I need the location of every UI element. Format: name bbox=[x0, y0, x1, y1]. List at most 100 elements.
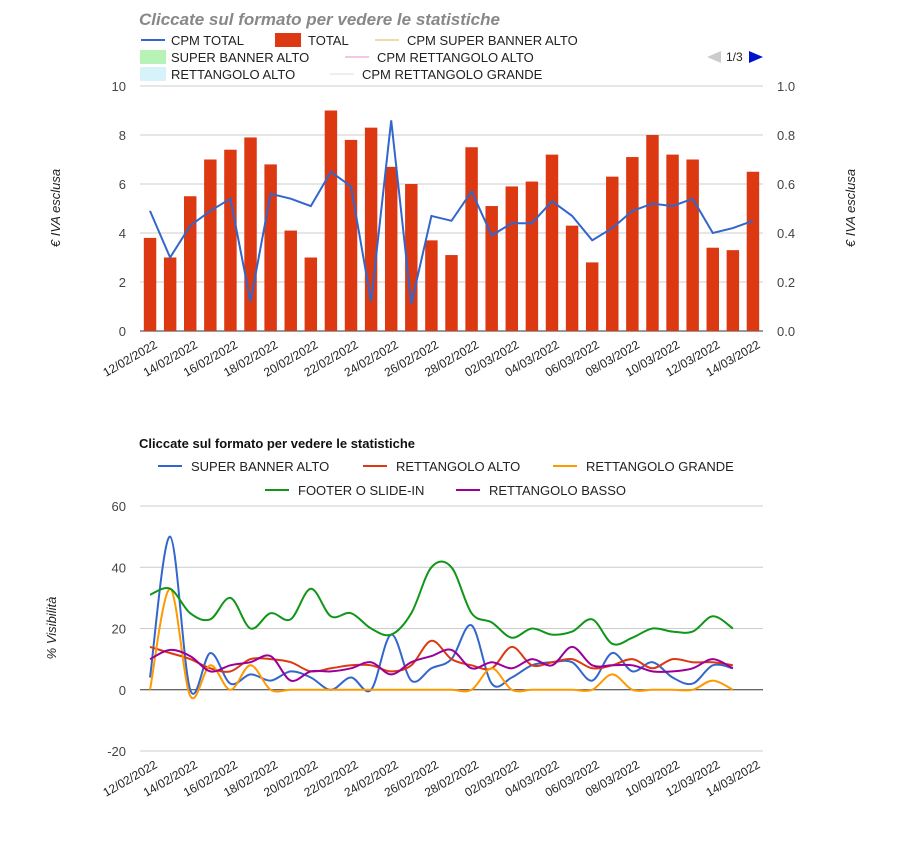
legend-item-rettangolo-alto[interactable]: RETTANGOLO ALTO bbox=[363, 459, 520, 474]
pager-next-icon[interactable] bbox=[749, 51, 763, 63]
legend-label: RETTANGOLO BASSO bbox=[489, 483, 626, 498]
bar-total[interactable] bbox=[264, 164, 277, 331]
bar-total[interactable] bbox=[646, 135, 659, 331]
chart2-title[interactable]: Cliccate sul formato per vedere le stati… bbox=[139, 436, 415, 451]
y-tick-label-left: 10 bbox=[112, 79, 126, 94]
chart2-series bbox=[149, 535, 734, 700]
chart1-title[interactable]: Cliccate sul formato per vedere le stati… bbox=[139, 10, 500, 29]
chart1-legend: CPM TOTAL TOTAL CPM SUPER BANNER ALTO SU… bbox=[140, 33, 763, 82]
chart1: Cliccate sul formato per vedere le stati… bbox=[48, 10, 858, 380]
chart2-legend: SUPER BANNER ALTO RETTANGOLO ALTO RETTAN… bbox=[158, 459, 734, 498]
y-tick-label-right: 0.0 bbox=[777, 324, 795, 339]
legend-label: CPM TOTAL bbox=[171, 33, 244, 48]
legend-label: FOOTER O SLIDE-IN bbox=[298, 483, 424, 498]
legend-item-rettangolo-alto[interactable]: RETTANGOLO ALTO bbox=[140, 67, 295, 82]
bar-total[interactable] bbox=[304, 257, 318, 332]
legend-item-cpm-rettangolo-grande[interactable]: CPM RETTANGOLO GRANDE bbox=[330, 67, 543, 82]
legend-label: CPM RETTANGOLO GRANDE bbox=[362, 67, 543, 82]
y-tick-label-right: 0.4 bbox=[777, 226, 795, 241]
chart1-y-axis-title-left: € IVA esclusa bbox=[48, 169, 63, 247]
bar-total[interactable] bbox=[686, 159, 699, 332]
bar-total[interactable] bbox=[485, 206, 498, 331]
y-tick-label-right: 0.6 bbox=[777, 177, 795, 192]
y-tick-label: 60 bbox=[112, 499, 126, 514]
y-tick-label: 20 bbox=[112, 622, 126, 637]
legend-item-super-banner-alto[interactable]: SUPER BANNER ALTO bbox=[158, 459, 329, 474]
legend-label: SUPER BANNER ALTO bbox=[171, 50, 309, 65]
pager-prev-icon[interactable] bbox=[707, 51, 721, 63]
chart2-gridlines bbox=[140, 505, 763, 752]
y-tick-label-left: 2 bbox=[119, 275, 126, 290]
legend-item-rettangolo-basso[interactable]: RETTANGOLO BASSO bbox=[456, 483, 626, 498]
legend-item-total[interactable]: TOTAL bbox=[275, 33, 349, 48]
bar-total[interactable] bbox=[565, 225, 579, 331]
legend-item-footer-o-slide-in[interactable]: FOOTER O SLIDE-IN bbox=[265, 483, 424, 498]
series-line-rettangolo-basso[interactable] bbox=[149, 645, 734, 682]
legend-item-cpm-super-banner-alto[interactable]: CPM SUPER BANNER ALTO bbox=[375, 33, 578, 48]
legend-label: CPM RETTANGOLO ALTO bbox=[377, 50, 534, 65]
bar-total[interactable] bbox=[465, 147, 478, 331]
y-tick-label-right: 1.0 bbox=[777, 79, 795, 94]
bar-total[interactable] bbox=[425, 240, 438, 331]
bar-total[interactable] bbox=[585, 262, 599, 331]
bar-total[interactable] bbox=[445, 255, 458, 331]
legend-item-cpm-rettangolo-alto[interactable]: CPM RETTANGOLO ALTO bbox=[345, 50, 534, 65]
y-tick-label-left: 8 bbox=[119, 128, 126, 143]
chart1-y-axis-left: 0 2 4 6 8 10 bbox=[112, 79, 126, 339]
bar-total[interactable] bbox=[143, 237, 157, 331]
bar-total[interactable] bbox=[545, 154, 559, 331]
bar-total[interactable] bbox=[244, 137, 257, 331]
legend-swatch bbox=[275, 33, 301, 47]
chart1-y-axis-right: 0.0 0.2 0.4 0.6 0.8 1.0 bbox=[777, 79, 795, 339]
bar-total[interactable] bbox=[726, 250, 740, 331]
legend-label: RETTANGOLO GRANDE bbox=[586, 459, 734, 474]
bar-total[interactable] bbox=[525, 181, 539, 331]
bar-total[interactable] bbox=[224, 149, 237, 331]
bar-total[interactable] bbox=[505, 186, 519, 331]
legend-page-indicator: 1/3 bbox=[726, 50, 743, 64]
bar-total[interactable] bbox=[324, 110, 338, 332]
chart2-y-axis: -20 0 20 40 60 bbox=[107, 499, 126, 759]
bar-total[interactable] bbox=[666, 154, 679, 331]
bar-total[interactable] bbox=[184, 196, 197, 331]
bar-total[interactable] bbox=[163, 257, 177, 332]
series-line-super-banner-alto[interactable] bbox=[149, 535, 734, 695]
legend-swatch bbox=[140, 67, 166, 81]
y-tick-label-right: 0.2 bbox=[777, 275, 795, 290]
y-tick-label: 0 bbox=[119, 683, 126, 698]
chart1-y-axis-title-right: € IVA esclusa bbox=[843, 169, 858, 247]
bar-total[interactable] bbox=[626, 157, 639, 331]
y-tick-label-left: 4 bbox=[119, 226, 126, 241]
y-tick-label-right: 0.8 bbox=[777, 128, 795, 143]
series-line-rettangolo-grande[interactable] bbox=[149, 587, 734, 700]
bar-total[interactable] bbox=[284, 230, 297, 331]
legend-pager: 1/3 bbox=[707, 50, 763, 64]
y-tick-label-left: 0 bbox=[119, 324, 126, 339]
chart2-x-axis: 12/02/202214/02/202216/02/202218/02/2022… bbox=[101, 757, 763, 799]
y-tick-label-left: 6 bbox=[119, 177, 126, 192]
legend-label: SUPER BANNER ALTO bbox=[191, 459, 329, 474]
chart2: Cliccate sul formato per vedere le stati… bbox=[44, 436, 763, 800]
legend-label: TOTAL bbox=[308, 33, 349, 48]
series-line-rettangolo-alto[interactable] bbox=[149, 639, 734, 673]
y-tick-label: -20 bbox=[107, 744, 126, 759]
legend-item-super-banner-alto[interactable]: SUPER BANNER ALTO bbox=[140, 50, 309, 65]
legend-item-cpm-total[interactable]: CPM TOTAL bbox=[141, 33, 244, 48]
chart2-y-axis-title: % Visibilità bbox=[44, 597, 59, 660]
y-tick-label: 40 bbox=[112, 560, 126, 575]
legend-item-rettangolo-grande[interactable]: RETTANGOLO GRANDE bbox=[553, 459, 734, 474]
legend-label: RETTANGOLO ALTO bbox=[396, 459, 520, 474]
series-line-cpm-total[interactable] bbox=[149, 120, 754, 305]
series-line-footer-o-slide-in[interactable] bbox=[149, 560, 734, 646]
legend-swatch bbox=[140, 50, 166, 64]
bar-total[interactable] bbox=[204, 159, 217, 332]
legend-label: RETTANGOLO ALTO bbox=[171, 67, 295, 82]
bar-total[interactable] bbox=[706, 247, 719, 331]
bar-total[interactable] bbox=[344, 139, 358, 331]
legend-label: CPM SUPER BANNER ALTO bbox=[407, 33, 578, 48]
chart1-x-axis: 12/02/202214/02/202216/02/202218/02/2022… bbox=[101, 337, 763, 379]
bar-total[interactable] bbox=[606, 176, 619, 331]
bar-total[interactable] bbox=[746, 171, 760, 331]
bar-total[interactable] bbox=[384, 166, 398, 331]
